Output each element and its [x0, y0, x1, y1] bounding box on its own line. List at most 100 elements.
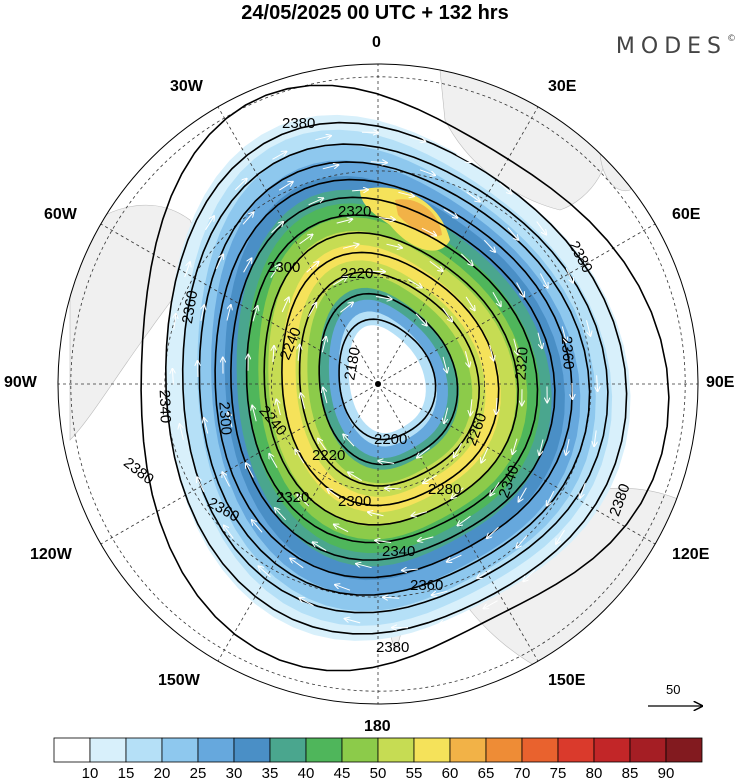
wind-arrow	[444, 407, 449, 424]
colorbar-swatch	[557, 737, 595, 763]
lon-label-150e: 150E	[548, 672, 586, 689]
wind-arrow	[321, 337, 326, 353]
brand-logo: MODES©	[616, 34, 736, 59]
wind-arrow	[215, 254, 223, 270]
wind-arrow	[536, 221, 547, 235]
wind-arrow	[295, 450, 305, 464]
height-contour	[198, 161, 591, 596]
wind-arrow	[419, 169, 435, 176]
wind-arrow	[322, 165, 339, 170]
contour-label: 2380	[282, 115, 315, 132]
lon-label-30w: 30W	[170, 78, 203, 95]
wind-arrow	[201, 305, 204, 322]
wind-arrow	[345, 619, 361, 624]
wind-arrow	[352, 190, 368, 191]
wind-arrow	[269, 454, 278, 469]
wind-arrow	[492, 291, 501, 306]
vector-reference-label: 50	[666, 682, 680, 697]
wind-arrow	[539, 273, 547, 288]
colorbar-tick-label: 85	[621, 765, 639, 782]
contour-label: 2320	[512, 346, 531, 380]
meridian-line	[100, 383, 379, 545]
wind-arrow	[375, 540, 392, 542]
colorbar-swatch	[629, 737, 667, 763]
meridian-line	[217, 106, 379, 385]
wind-arrow	[447, 554, 462, 562]
wind-arrow	[466, 191, 480, 201]
colorbar-swatch	[521, 737, 559, 763]
wind-arrow	[556, 529, 565, 544]
wind-arrow	[226, 305, 231, 321]
wind-arrow	[172, 369, 173, 385]
lon-label-120e: 120E	[672, 546, 710, 563]
height-contour	[164, 121, 628, 635]
wind-arrow	[454, 443, 463, 457]
lon-label-60e: 60E	[672, 206, 701, 223]
wind-arrow	[272, 152, 287, 160]
wind-arrow	[342, 244, 359, 249]
contour-label: 2220	[340, 265, 373, 282]
meridian-line	[100, 223, 379, 385]
wind-arrow	[299, 235, 313, 245]
colorbar-swatch	[161, 737, 199, 763]
height-contour	[245, 214, 539, 544]
wind-arrow	[409, 136, 426, 141]
wind-arrow	[313, 542, 327, 552]
wind-arrow	[517, 535, 528, 548]
wind-arrow	[343, 434, 355, 447]
wind-arrow	[411, 511, 428, 516]
lon-label-180: 180	[364, 718, 391, 735]
wind-arrow	[418, 536, 434, 541]
wind-arrow	[335, 585, 351, 591]
wind-arrow	[333, 277, 347, 286]
wind-arrow	[318, 439, 328, 453]
wind-arrow	[432, 590, 448, 595]
wind-arrow	[513, 338, 518, 355]
colorbar-tick-label: 65	[477, 765, 495, 782]
lon-label-150w: 150W	[158, 672, 200, 689]
lon-label-90w: 90W	[4, 374, 37, 391]
wind-arrow	[460, 253, 472, 265]
height-contour	[140, 84, 670, 672]
wind-arrow	[340, 302, 353, 313]
height-contours	[140, 84, 670, 672]
contour-label: 2300	[215, 401, 234, 435]
wind-arrow	[290, 558, 304, 569]
wind-arrow	[336, 219, 353, 224]
wind-arrow	[327, 489, 341, 500]
wind-arrow	[197, 477, 205, 493]
wind-arrow	[204, 418, 209, 434]
colorbar-swatch	[125, 737, 163, 763]
wind-arrow	[465, 296, 475, 311]
wind-arrow	[375, 297, 392, 300]
wind-arrow	[334, 525, 349, 533]
colorbar-swatch	[233, 737, 271, 763]
wind-arrow	[301, 393, 306, 409]
brand-name: MODES	[615, 34, 727, 59]
colorbar-tick-label: 15	[117, 765, 135, 782]
wind-arrow	[242, 212, 254, 225]
wind-arrow	[278, 182, 293, 191]
wind-arrow	[580, 482, 586, 498]
wind-arrow	[456, 153, 471, 162]
wind-arrow	[370, 162, 387, 163]
colorbar-tick-label: 25	[189, 765, 207, 782]
wind-arrow	[385, 488, 402, 489]
wind-arrow	[421, 227, 436, 235]
lon-label-120w: 120W	[30, 546, 72, 563]
pole-marker	[375, 381, 381, 387]
contour-label: 2340	[156, 390, 174, 424]
contour-label: 2360	[410, 577, 443, 594]
wind-arrow	[443, 208, 458, 217]
height-contour	[318, 292, 459, 466]
wind-arrow	[512, 438, 518, 454]
wind-arrow	[398, 191, 414, 196]
wind-arrow	[464, 351, 469, 367]
wind-arrow	[499, 182, 512, 194]
wind-arrow	[323, 388, 328, 404]
wind-arrow	[597, 375, 598, 391]
colorbar-tick-label: 35	[261, 765, 279, 782]
wind-arrow	[386, 243, 403, 248]
wind-arrow	[481, 447, 489, 463]
brand-mark: ©	[727, 34, 736, 44]
